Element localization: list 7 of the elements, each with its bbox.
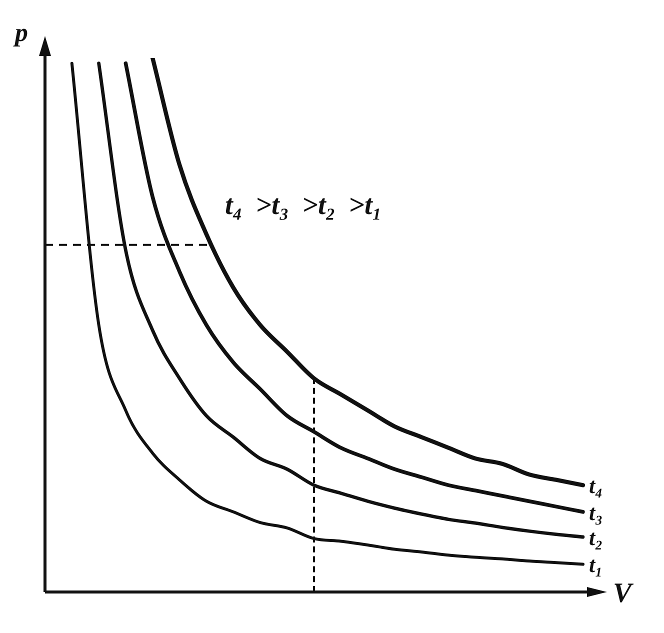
x-axis-title: V: [613, 578, 632, 609]
y-axis-title: p: [15, 18, 28, 47]
series-label: t₄: [589, 473, 603, 498]
series-label: t₃: [589, 500, 603, 525]
series-label: t₂: [589, 524, 603, 550]
series-label: t₁: [589, 552, 603, 578]
annotation: t₄ >t₃ >t₂ >t₁: [225, 190, 382, 221]
